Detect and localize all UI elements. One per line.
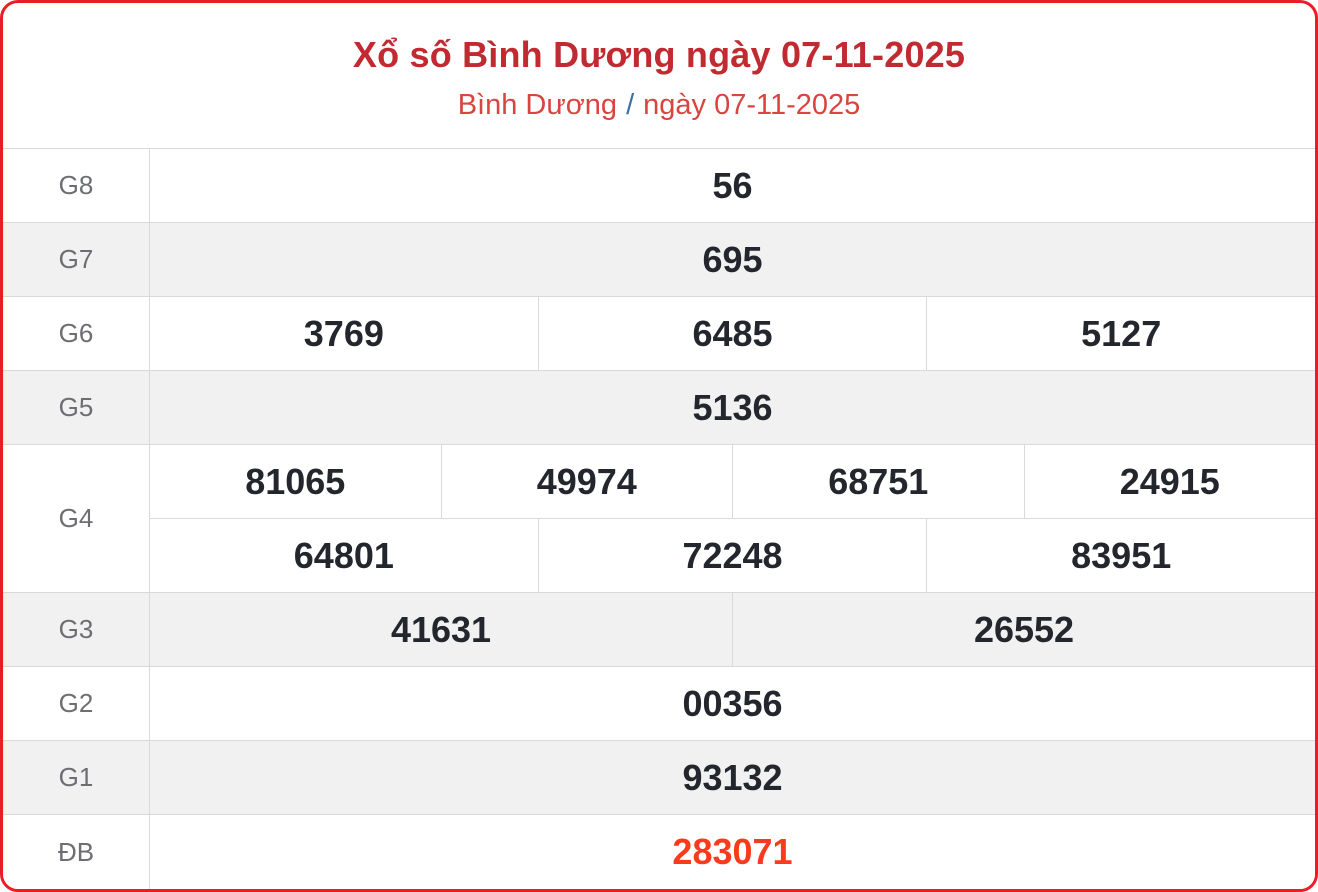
prize-cells: 41631 26552 xyxy=(150,593,1315,666)
prize-number: 83951 xyxy=(926,519,1315,592)
prize-number: 5136 xyxy=(692,386,773,428)
prize-number: 64801 xyxy=(293,534,394,576)
prize-cells: 695 xyxy=(150,223,1315,296)
table-row-g6: G6 3769 6485 5127 xyxy=(3,296,1315,370)
prize-cells: 283071 xyxy=(150,815,1315,889)
prize-number: 41631 xyxy=(390,608,492,650)
prize-label: G4 xyxy=(3,445,150,592)
table-row-g8: G8 56 xyxy=(3,148,1315,222)
result-header: Xổ số Bình Dương ngày 07-11-2025 Bình Dư… xyxy=(3,3,1315,148)
prize-subrow-2: 64801 72248 83951 xyxy=(150,518,1315,592)
prize-label: G3 xyxy=(3,593,150,666)
prize-number: 68751 xyxy=(732,445,1024,518)
prize-label: ĐB xyxy=(3,815,150,889)
prize-label: G7 xyxy=(3,223,150,296)
prize-number: 26552 xyxy=(732,593,1315,666)
table-row-g7: G7 695 xyxy=(3,222,1315,296)
prize-number: 49974 xyxy=(440,445,733,518)
special-prize-number: 283071 xyxy=(672,831,793,872)
prize-label: G1 xyxy=(3,741,150,814)
prize-label: G8 xyxy=(3,149,150,222)
prize-label: G6 xyxy=(3,297,150,370)
prize-number: 72248 xyxy=(537,519,927,592)
draw-date: ngày 07-11-2025 xyxy=(643,88,861,121)
table-row-g3: G3 41631 26552 xyxy=(3,592,1315,666)
prize-cells: 81065 49974 68751 24915 64801 72248 8395… xyxy=(150,445,1315,592)
prize-number: 5127 xyxy=(926,297,1315,370)
page-title: Xổ số Bình Dương ngày 07-11-2025 xyxy=(352,33,966,75)
prize-cells: 56 xyxy=(150,149,1315,222)
region-name: Bình Dương xyxy=(457,88,618,121)
result-subtitle: Bình Dương / ngày 07-11-2025 xyxy=(458,89,861,122)
table-row-g4: G4 81065 49974 68751 24915 64801 72248 8… xyxy=(3,444,1315,592)
prize-cells: 93132 xyxy=(150,741,1315,814)
prize-number: 3769 xyxy=(303,312,384,354)
prize-label: G2 xyxy=(3,667,150,740)
table-row-db: ĐB 283071 xyxy=(3,814,1315,889)
prize-cells: 3769 6485 5127 xyxy=(150,297,1315,370)
prize-label: G5 xyxy=(3,371,150,444)
prize-subrow-1: 81065 49974 68751 24915 xyxy=(150,445,1315,518)
table-row-g1: G1 93132 xyxy=(3,740,1315,814)
prize-number: 56 xyxy=(712,164,753,206)
subtitle-separator: / xyxy=(626,88,635,121)
prize-number: 93132 xyxy=(682,756,783,798)
prize-number: 81065 xyxy=(245,460,346,502)
table-row-g5: G5 5136 xyxy=(3,370,1315,444)
prize-cells: 5136 xyxy=(150,371,1315,444)
table-row-g2: G2 00356 xyxy=(3,666,1315,740)
prize-number: 00356 xyxy=(682,682,783,724)
prize-number: 695 xyxy=(702,238,763,280)
prize-number: 24915 xyxy=(1023,445,1316,518)
prize-cells: 00356 xyxy=(150,667,1315,740)
prize-number: 6485 xyxy=(537,297,927,370)
